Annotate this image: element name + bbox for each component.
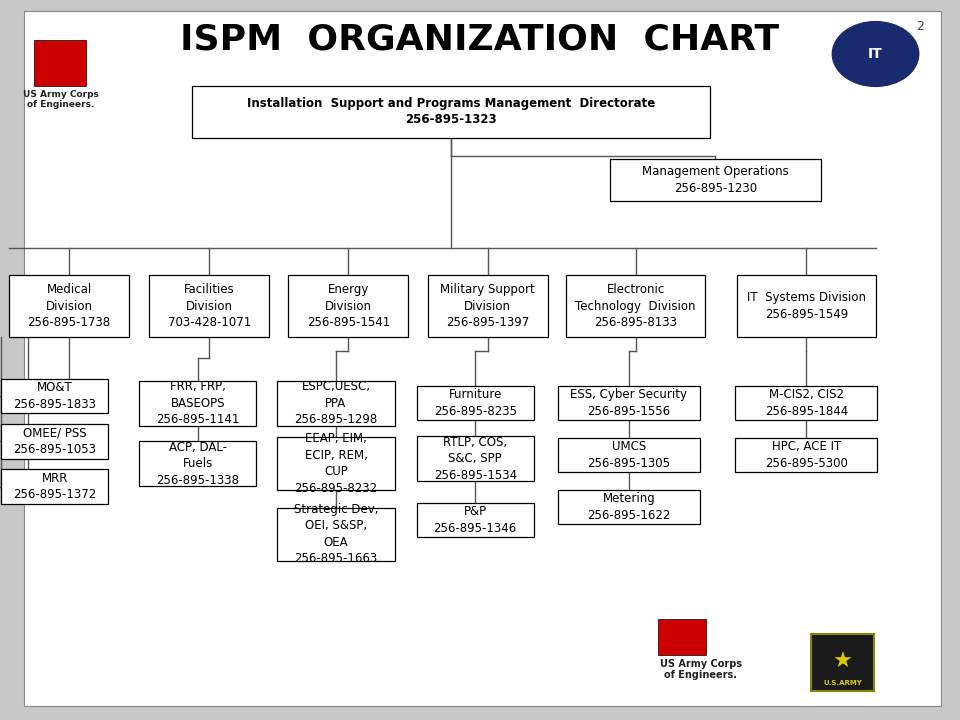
Text: HPC, ACE IT
256-895-5300: HPC, ACE IT 256-895-5300 xyxy=(765,441,848,469)
Text: Energy
Division
256-895-1541: Energy Division 256-895-1541 xyxy=(307,283,390,329)
FancyBboxPatch shape xyxy=(288,276,409,337)
Text: RTLP, COS,
S&C, SPP
256-895-1534: RTLP, COS, S&C, SPP 256-895-1534 xyxy=(434,436,516,482)
Text: MO&T
256-895-1833: MO&T 256-895-1833 xyxy=(13,382,96,410)
Text: ESS, Cyber Security
256-895-1556: ESS, Cyber Security 256-895-1556 xyxy=(570,389,687,418)
FancyBboxPatch shape xyxy=(34,40,86,86)
Text: Strategic Dev,
OEI, S&SP,
OEA
256-895-1663: Strategic Dev, OEI, S&SP, OEA 256-895-16… xyxy=(294,503,378,565)
Text: ESPC,UESC,
PPA
256-895-1298: ESPC,UESC, PPA 256-895-1298 xyxy=(295,380,377,426)
FancyBboxPatch shape xyxy=(1,424,108,459)
Text: Military Support
Division
256-895-1397: Military Support Division 256-895-1397 xyxy=(441,283,535,329)
FancyBboxPatch shape xyxy=(277,437,395,490)
FancyBboxPatch shape xyxy=(811,634,874,691)
Text: EEAP, EIM,
ECIP, REM,
CUP
256-895-8232: EEAP, EIM, ECIP, REM, CUP 256-895-8232 xyxy=(295,433,377,495)
FancyBboxPatch shape xyxy=(417,436,534,481)
Text: 2: 2 xyxy=(917,20,924,33)
FancyBboxPatch shape xyxy=(428,276,547,337)
Text: ACP, DAL-
Fuels
256-895-1338: ACP, DAL- Fuels 256-895-1338 xyxy=(156,441,239,487)
FancyBboxPatch shape xyxy=(737,276,876,337)
Text: M-CIS2, CIS2
256-895-1844: M-CIS2, CIS2 256-895-1844 xyxy=(765,389,848,418)
Text: Furniture
256-895-8235: Furniture 256-895-8235 xyxy=(434,389,516,418)
FancyBboxPatch shape xyxy=(558,386,700,420)
Text: US Army Corps
of Engineers.: US Army Corps of Engineers. xyxy=(22,90,99,109)
Text: OMEE/ PSS
256-895-1053: OMEE/ PSS 256-895-1053 xyxy=(13,427,96,456)
FancyBboxPatch shape xyxy=(192,86,710,138)
Circle shape xyxy=(832,22,919,86)
FancyBboxPatch shape xyxy=(1,469,108,504)
Text: ★: ★ xyxy=(833,652,852,672)
FancyBboxPatch shape xyxy=(277,508,395,561)
FancyBboxPatch shape xyxy=(558,490,700,524)
Text: Electronic
Technology  Division
256-895-8133: Electronic Technology Division 256-895-8… xyxy=(575,283,696,329)
FancyBboxPatch shape xyxy=(610,159,821,201)
FancyBboxPatch shape xyxy=(9,276,129,337)
FancyBboxPatch shape xyxy=(417,503,534,537)
Text: MRR
256-895-1372: MRR 256-895-1372 xyxy=(13,472,96,501)
FancyBboxPatch shape xyxy=(150,276,269,337)
Text: Medical
Division
256-895-1738: Medical Division 256-895-1738 xyxy=(28,283,110,329)
Text: FRR, FRP,
BASEOPS
256-895-1141: FRR, FRP, BASEOPS 256-895-1141 xyxy=(156,380,239,426)
Text: Facilities
Division
703-428-1071: Facilities Division 703-428-1071 xyxy=(168,283,251,329)
FancyBboxPatch shape xyxy=(558,438,700,472)
FancyBboxPatch shape xyxy=(417,386,534,420)
Text: IT: IT xyxy=(868,47,883,61)
FancyBboxPatch shape xyxy=(277,381,395,426)
Text: US Army Corps
of Engineers.: US Army Corps of Engineers. xyxy=(660,659,742,680)
Text: ISPM  ORGANIZATION  CHART: ISPM ORGANIZATION CHART xyxy=(180,22,780,57)
FancyBboxPatch shape xyxy=(735,438,877,472)
FancyBboxPatch shape xyxy=(735,386,877,420)
FancyBboxPatch shape xyxy=(566,276,705,337)
Text: U.S.ARMY: U.S.ARMY xyxy=(824,680,862,685)
Text: P&P
256-895-1346: P&P 256-895-1346 xyxy=(434,505,516,534)
FancyBboxPatch shape xyxy=(1,379,108,413)
FancyBboxPatch shape xyxy=(658,619,706,655)
Text: Metering
256-895-1622: Metering 256-895-1622 xyxy=(588,492,670,521)
Text: IT  Systems Division
256-895-1549: IT Systems Division 256-895-1549 xyxy=(747,292,866,320)
FancyBboxPatch shape xyxy=(139,381,256,426)
Text: Management Operations
256-895-1230: Management Operations 256-895-1230 xyxy=(642,166,788,194)
FancyBboxPatch shape xyxy=(139,441,256,486)
Text: UMCS
256-895-1305: UMCS 256-895-1305 xyxy=(588,441,670,469)
Text: Installation  Support and Programs Management  Directorate
256-895-1323: Installation Support and Programs Manage… xyxy=(247,97,656,126)
